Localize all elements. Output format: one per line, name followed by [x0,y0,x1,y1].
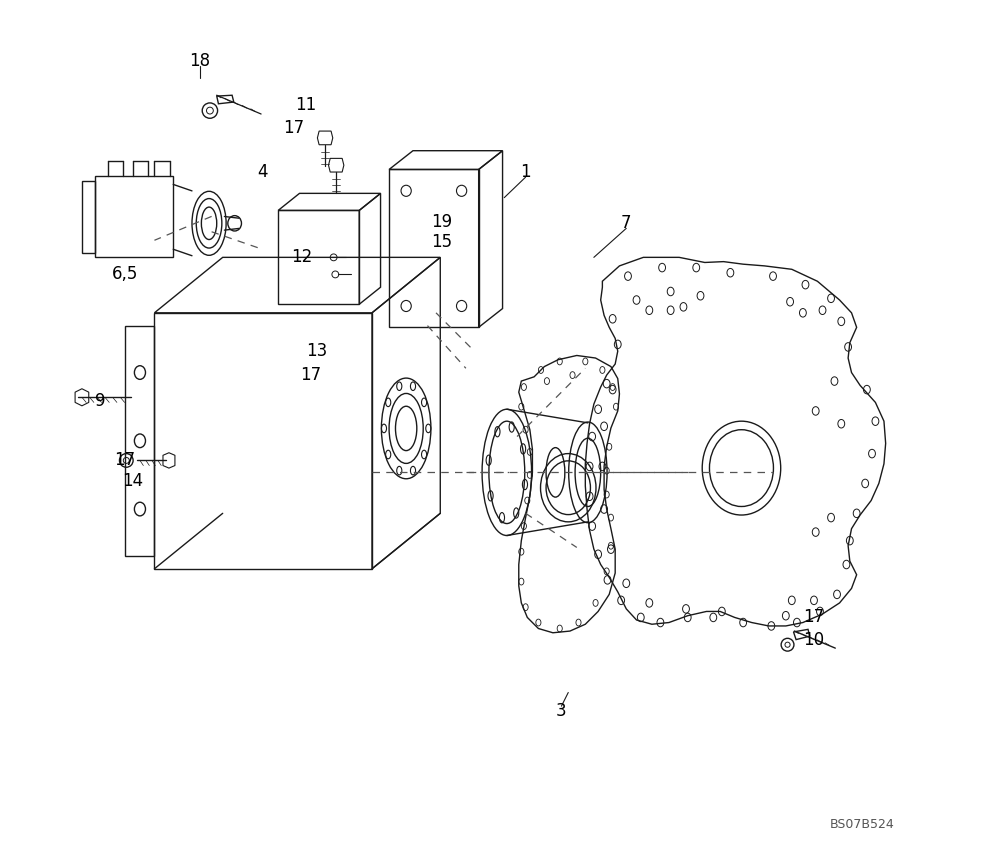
Text: 18: 18 [189,52,210,70]
Text: 3: 3 [556,702,567,720]
Text: 4: 4 [258,163,268,181]
Text: 1: 1 [520,163,531,181]
Text: BS07B524: BS07B524 [829,817,894,830]
Text: 14: 14 [123,472,144,490]
Text: 7: 7 [621,214,632,232]
Text: 17: 17 [283,119,304,137]
Text: 10: 10 [803,631,825,649]
Text: 17: 17 [114,451,135,469]
Text: 11: 11 [295,97,316,115]
Text: 9: 9 [95,392,106,410]
Text: 6,5: 6,5 [111,265,138,283]
Text: 17: 17 [803,609,825,627]
Text: 17: 17 [300,366,321,384]
Text: 15: 15 [431,233,453,251]
Text: 13: 13 [306,342,327,360]
Text: 12: 12 [291,248,313,266]
Text: 19: 19 [431,212,453,230]
